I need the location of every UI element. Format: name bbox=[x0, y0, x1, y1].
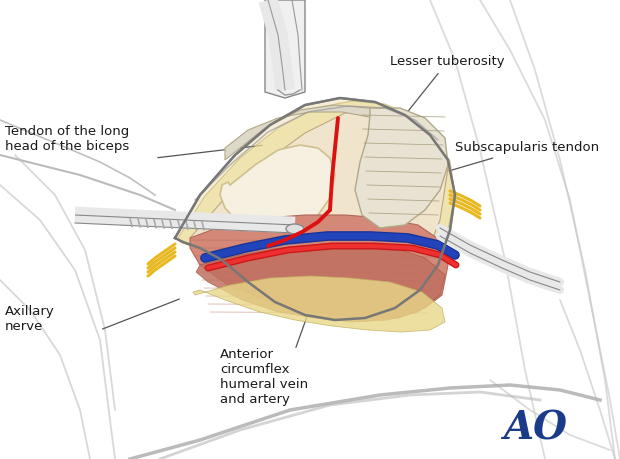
Text: AO: AO bbox=[503, 409, 567, 447]
Text: Lesser tuberosity: Lesser tuberosity bbox=[390, 56, 505, 113]
Polygon shape bbox=[225, 105, 435, 160]
Polygon shape bbox=[220, 145, 335, 235]
Polygon shape bbox=[178, 101, 455, 319]
Polygon shape bbox=[193, 276, 445, 332]
Polygon shape bbox=[355, 108, 448, 228]
Polygon shape bbox=[265, 0, 305, 98]
Polygon shape bbox=[175, 98, 455, 320]
Polygon shape bbox=[190, 215, 448, 318]
Polygon shape bbox=[196, 245, 445, 322]
Polygon shape bbox=[190, 108, 448, 318]
Ellipse shape bbox=[286, 224, 304, 234]
Text: Anterior
circumflex
humeral vein
and artery: Anterior circumflex humeral vein and art… bbox=[220, 348, 308, 406]
Text: Axillary
nerve: Axillary nerve bbox=[5, 305, 55, 333]
Text: Subscapularis tendon: Subscapularis tendon bbox=[438, 141, 599, 174]
Text: Tendon of the long
head of the biceps: Tendon of the long head of the biceps bbox=[5, 125, 129, 153]
